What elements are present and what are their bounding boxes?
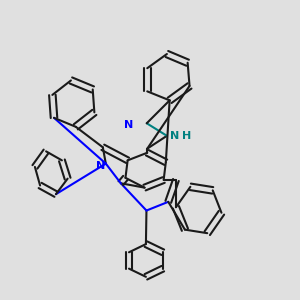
Text: N: N bbox=[124, 120, 133, 130]
Text: N: N bbox=[170, 130, 179, 140]
Text: N: N bbox=[96, 161, 106, 171]
Text: H: H bbox=[182, 130, 191, 140]
